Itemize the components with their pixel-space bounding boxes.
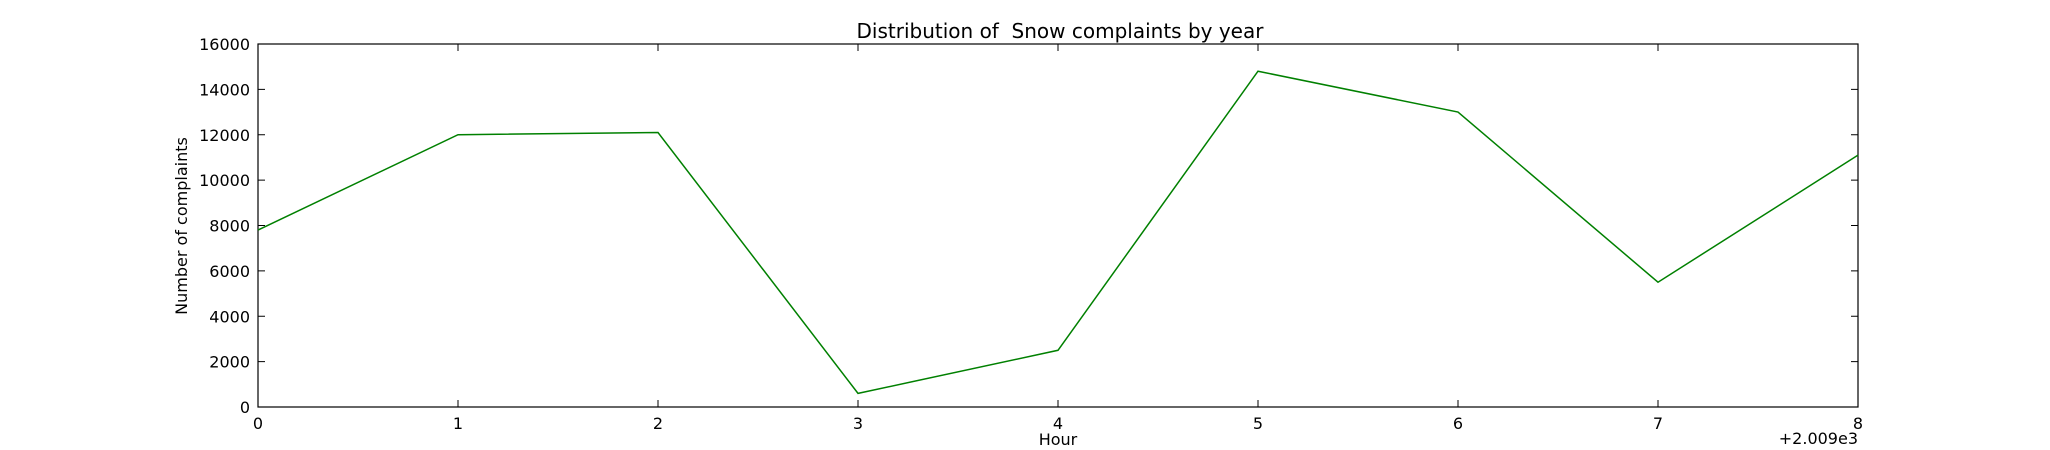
y-tick-label: 2000 [209,353,250,372]
x-tick-label: 5 [1253,414,1263,433]
x-offset-label: +2.009e3 [1779,429,1858,448]
x-tick-label: 8 [1853,414,1863,433]
x-tick-label: 2 [653,414,663,433]
y-axis-label: Number of complaints [172,137,191,315]
series-line [257,70,1859,395]
y-tick-label: 8000 [209,217,250,236]
y-tick-label: 16000 [199,35,250,54]
x-axis: 0 1 2 3 4 5 6 7 8 [253,44,1863,433]
x-tick-label: 7 [1653,414,1663,433]
y-tick-label: 0 [240,398,250,417]
y-tick-label: 10000 [199,171,250,190]
chart-title: Distribution of Snow complaints by year [857,19,1265,43]
plot-frame [257,43,1859,408]
y-axis: 0 2000 4000 6000 8000 10000 12000 14000 16000 [199,35,1858,417]
x-tick-label: 0 [253,414,263,433]
series-layer [257,70,1859,395]
y-tick-label: 12000 [199,126,250,145]
x-tick-label: 6 [1453,414,1463,433]
x-tick-label: 4 [1053,414,1063,433]
y-tick-label: 14000 [199,80,250,99]
x-axis-label: Hour [1039,430,1078,449]
x-tick-label: 3 [853,414,863,433]
y-tick-label: 6000 [209,262,250,281]
y-tick-label: 4000 [209,307,250,326]
x-tick-label: 1 [453,414,463,433]
